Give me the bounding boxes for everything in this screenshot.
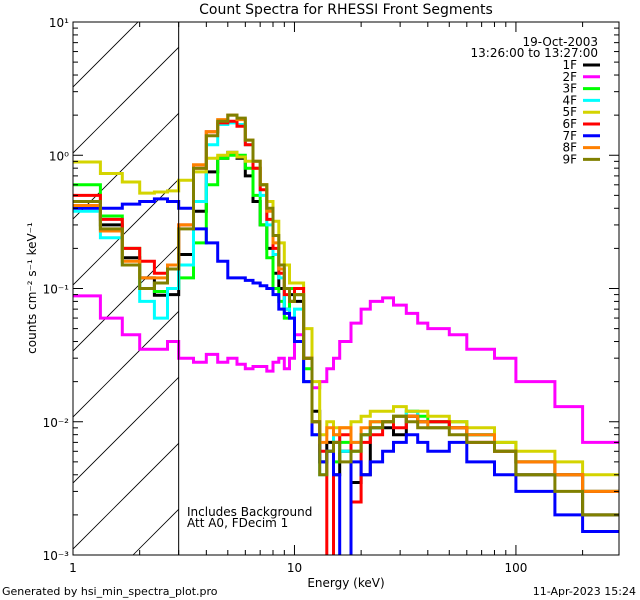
series-line-5F bbox=[73, 150, 619, 477]
legend-label-2F: 2F bbox=[562, 70, 577, 84]
y-tick-label: 10⁰ bbox=[49, 149, 69, 163]
footer-generated-by: Generated by hsi_min_spectra_plot.pro bbox=[2, 585, 218, 598]
legend-label-1F: 1F bbox=[562, 58, 577, 72]
x-tick-label: 10 bbox=[287, 561, 302, 575]
y-tick-label: 10⁻¹ bbox=[43, 283, 70, 297]
y-tick-label: 10¹ bbox=[49, 16, 69, 30]
y-tick-label: 10⁻³ bbox=[43, 549, 70, 563]
hatch-line bbox=[73, 376, 179, 484]
hatch-line bbox=[73, 442, 179, 550]
legend-label-5F: 5F bbox=[562, 105, 577, 119]
hatch-line bbox=[73, 244, 179, 352]
legend-label-8F: 8F bbox=[562, 141, 577, 155]
legend-label-4F: 4F bbox=[562, 93, 577, 107]
series-group bbox=[73, 113, 619, 555]
legend-label-6F: 6F bbox=[562, 117, 577, 131]
y-tick-label: 10⁻² bbox=[43, 416, 70, 430]
x-tick-label: 100 bbox=[504, 561, 527, 575]
hatch-line bbox=[73, 22, 139, 88]
footer-timestamp: 11-Apr-2023 15:24 bbox=[533, 585, 636, 598]
legend-label-7F: 7F bbox=[562, 129, 577, 143]
series-line-7F bbox=[73, 197, 619, 555]
x-axis-label: Energy (keV) bbox=[307, 576, 384, 590]
hatch-line bbox=[0, 0, 139, 555]
x-tick-label: 1 bbox=[69, 561, 77, 575]
legend-label-3F: 3F bbox=[562, 82, 577, 96]
y-axis-label: counts cm⁻² s⁻¹ keV⁻¹ bbox=[25, 222, 39, 354]
series-line-3F bbox=[73, 153, 619, 493]
hatched-region bbox=[0, 0, 179, 555]
series-line-9F bbox=[73, 113, 619, 517]
annotation-background: Includes Background bbox=[187, 505, 312, 519]
chart-title: Count Spectra for RHESSI Front Segments bbox=[199, 2, 493, 18]
annotation-attenuator: Att A0, FDecim 1 bbox=[187, 516, 288, 530]
legend-label-9F: 9F bbox=[562, 152, 577, 166]
hatch-line bbox=[73, 46, 179, 154]
axes: 1 10 100 10¹ 10⁰ 10⁻¹ 10⁻² 10⁻³ bbox=[43, 16, 620, 575]
hatch-line bbox=[73, 178, 179, 286]
date-label: 19-Oct-2003 bbox=[522, 35, 598, 49]
time-range-label: 13:26:00 to 13:27:00 bbox=[471, 46, 598, 60]
